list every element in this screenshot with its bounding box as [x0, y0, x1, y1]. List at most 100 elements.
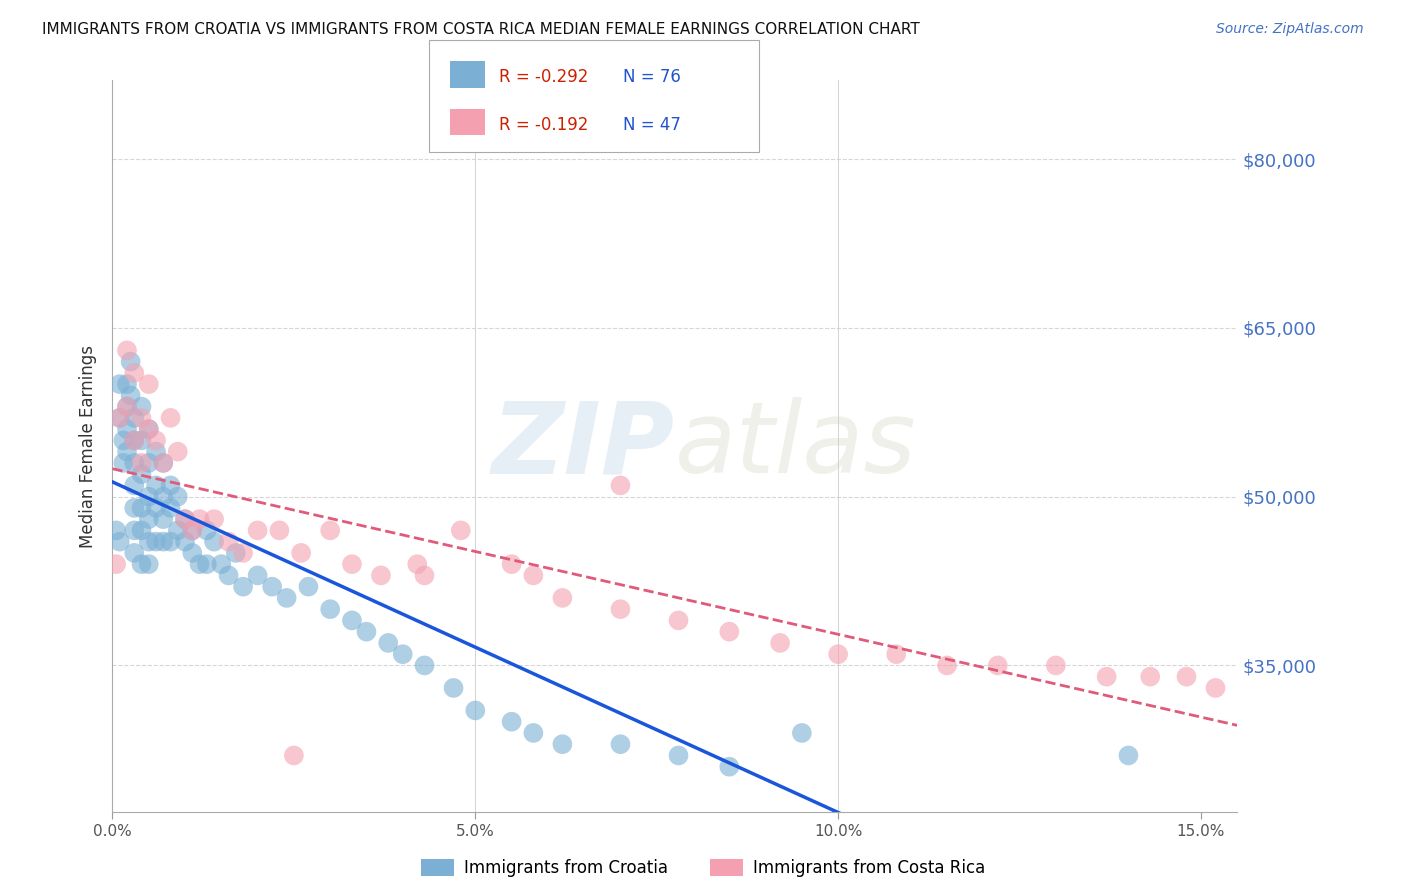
Point [159, 500, 181, 515]
Point [145, 444, 167, 458]
Point [232, 580, 254, 594]
Point [718, 624, 741, 639]
Point [115, 422, 138, 436]
Point [195, 524, 218, 538]
Point [145, 500, 167, 515]
Point [609, 478, 631, 492]
Point [108, 534, 131, 549]
Point [406, 557, 429, 571]
Point [131, 500, 153, 515]
Point [202, 512, 225, 526]
Point [319, 602, 342, 616]
Point [152, 490, 174, 504]
Text: IMMIGRANTS FROM CROATIA VS IMMIGRANTS FROM COSTA RICA MEDIAN FEMALE EARNINGS COR: IMMIGRANTS FROM CROATIA VS IMMIGRANTS FR… [42, 22, 920, 37]
Point [122, 478, 145, 492]
Point [790, 726, 813, 740]
Point [145, 534, 167, 549]
Point [112, 434, 135, 448]
Point [262, 580, 284, 594]
Point [297, 580, 319, 594]
Point [115, 377, 138, 392]
Point [370, 568, 392, 582]
Point [276, 591, 298, 605]
Point [609, 737, 631, 751]
Point [166, 524, 188, 538]
Point [827, 647, 849, 661]
Point [122, 456, 145, 470]
Point [551, 737, 574, 751]
Point [218, 568, 240, 582]
Y-axis label: Median Female Earnings: Median Female Earnings [79, 344, 97, 548]
Point [1118, 748, 1140, 763]
Point [1095, 670, 1118, 684]
Point [131, 467, 153, 482]
Point [283, 748, 305, 763]
Point [195, 557, 218, 571]
Point [209, 557, 232, 571]
Point [718, 760, 741, 774]
Point [138, 512, 160, 526]
Point [108, 410, 131, 425]
Point [181, 524, 204, 538]
Point [159, 478, 181, 492]
Point [112, 456, 135, 470]
Point [188, 512, 211, 526]
Point [1175, 670, 1198, 684]
Point [391, 647, 413, 661]
Text: R = -0.292: R = -0.292 [499, 69, 589, 87]
Point [225, 546, 247, 560]
Point [166, 490, 188, 504]
Point [138, 534, 160, 549]
Point [138, 490, 160, 504]
Point [188, 557, 211, 571]
Point [1139, 670, 1161, 684]
Point [108, 377, 131, 392]
Point [464, 703, 486, 717]
Point [609, 602, 631, 616]
Point [159, 410, 181, 425]
Point [246, 568, 269, 582]
Point [413, 568, 436, 582]
Point [105, 557, 128, 571]
Point [131, 557, 153, 571]
Point [138, 422, 160, 436]
Point [131, 434, 153, 448]
Point [340, 614, 363, 628]
Point [202, 534, 225, 549]
Point [269, 524, 291, 538]
Point [120, 354, 142, 368]
Point [290, 546, 312, 560]
Point [131, 410, 153, 425]
Point [356, 624, 378, 639]
Point [152, 456, 174, 470]
Point [138, 557, 160, 571]
Point [138, 422, 160, 436]
Point [174, 512, 197, 526]
Point [319, 524, 342, 538]
Point [145, 478, 167, 492]
Point [138, 377, 160, 392]
Point [936, 658, 959, 673]
Point [340, 557, 363, 571]
Point [501, 557, 523, 571]
Point [108, 410, 131, 425]
Point [122, 434, 145, 448]
Point [122, 434, 145, 448]
Point [145, 434, 167, 448]
Point [105, 524, 128, 538]
Text: N = 47: N = 47 [623, 116, 681, 134]
Point [769, 636, 792, 650]
Point [551, 591, 574, 605]
Point [174, 512, 197, 526]
Point [152, 512, 174, 526]
Point [115, 343, 138, 358]
Point [115, 444, 138, 458]
Point [122, 546, 145, 560]
Point [131, 400, 153, 414]
Text: atlas: atlas [675, 398, 917, 494]
Point [122, 410, 145, 425]
Text: Source: ZipAtlas.com: Source: ZipAtlas.com [1216, 22, 1364, 37]
Point [131, 456, 153, 470]
Point [218, 534, 240, 549]
Point [174, 534, 197, 549]
